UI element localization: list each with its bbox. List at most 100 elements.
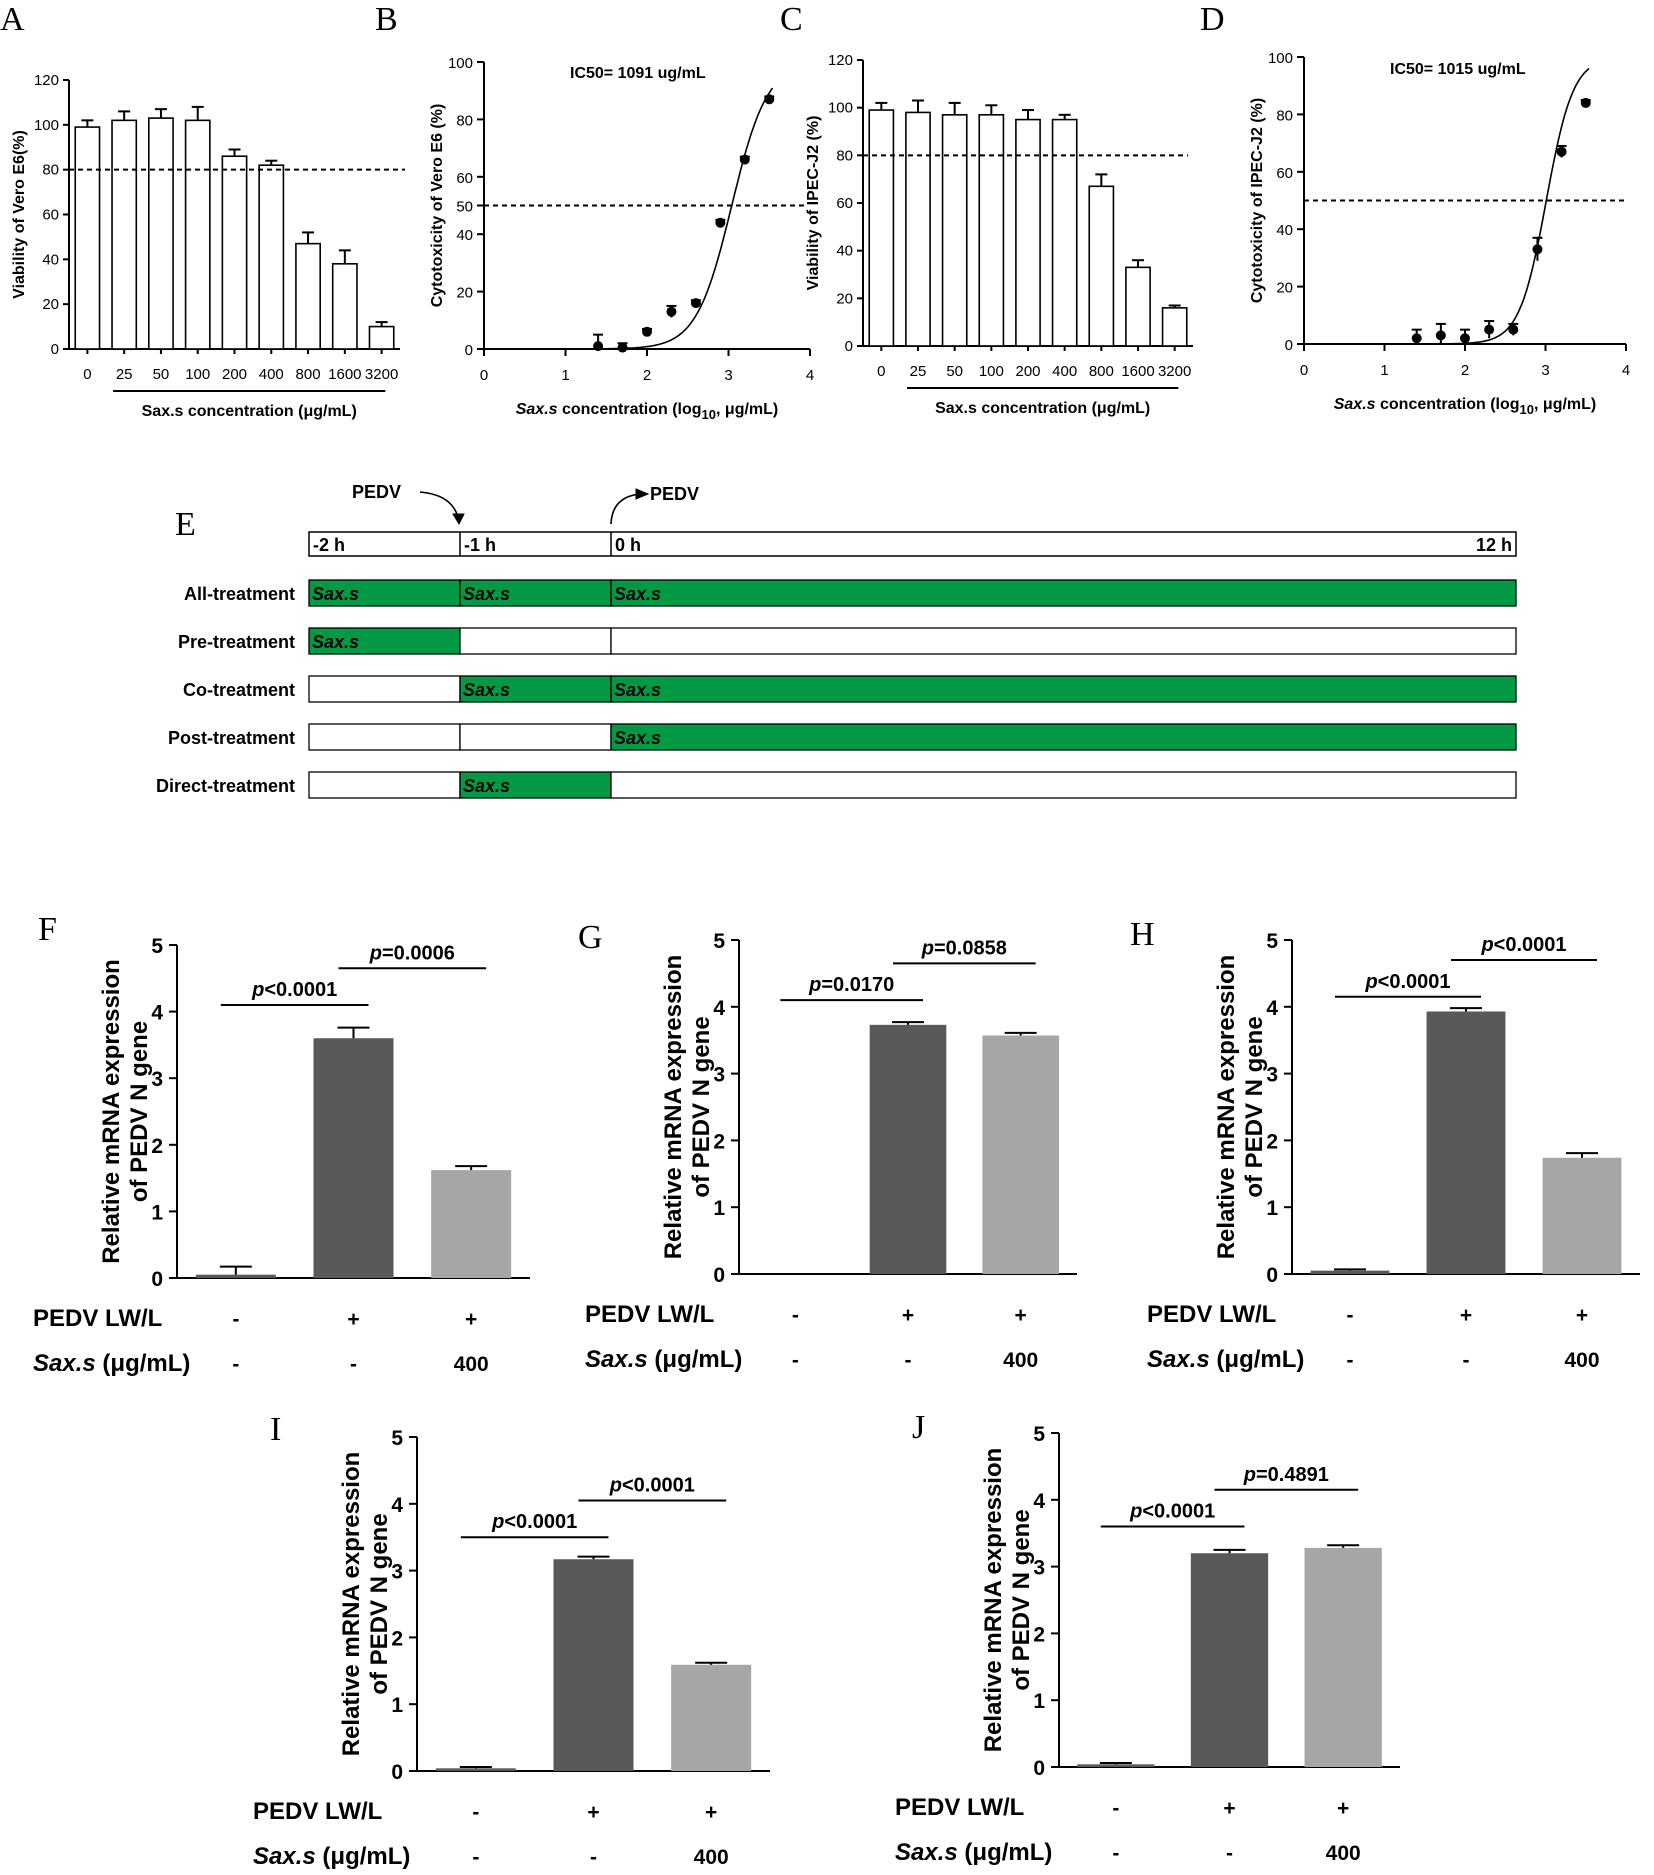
p-value-label: p=0.4891 [1243,1464,1329,1486]
data-point [666,306,677,317]
y-tick-label: 0 [1033,1757,1045,1780]
y-tick-label: 1 [1266,1197,1278,1220]
y-axis-title-line2: of PEDV N gene [126,1021,153,1202]
x-tick-label: 2 [643,367,651,384]
y-tick-label: 40 [42,251,59,268]
row2-value: - [472,1846,479,1869]
row1-value: + [465,1308,477,1331]
p-value-label: p=0.0170 [808,974,894,996]
y-tick-label: 20 [1276,280,1293,297]
bar [1077,1764,1155,1767]
data-point [1532,244,1543,255]
x-tick-label: 200 [1015,363,1040,380]
row2-value: - [1347,1349,1354,1372]
row2-value: 400 [1326,1842,1361,1865]
time-label: -2 h [313,535,345,555]
x-tick-label: 2 [1461,362,1469,379]
data-point [1556,146,1567,157]
bar [982,1035,1059,1274]
y-tick-label: 0 [845,338,853,355]
y-tick-label: 80 [42,162,59,179]
y-tick-label: 0 [465,342,473,359]
y-axis-title: Cytotoxicity of Vero E6 (%) [429,104,446,308]
ic50-annotation: IC50= 1015 ug/mL [1390,61,1526,78]
y-tick-label: 60 [836,195,853,212]
y-axis-title-line1: Relative mRNA expression [338,1452,365,1757]
bar [258,164,285,350]
bar [331,263,358,350]
row1-value: - [1347,1304,1354,1327]
y-tick-label: 5 [391,1427,403,1450]
data-point [593,341,604,352]
segment-label: Sax.s [463,584,510,604]
segment-label: Sax.s [312,584,359,604]
chart-a-vero-viability: 0 20 40 60 80 100 120 0 25 50 100 200 400 800 1600 3200… [11,72,405,420]
row1-value: + [1576,1304,1588,1327]
y-tick-label: 50 [456,199,473,216]
y-tick-label: 120 [34,72,59,89]
y-tick-label: 80 [1276,107,1293,124]
y-tick-label: 1 [1033,1690,1045,1713]
treatment-row-label: Post-treatment [168,728,295,748]
time-label: 0 h [615,535,641,555]
bar [435,1768,516,1771]
row1-value: + [1337,1797,1349,1820]
y-tick-label: 0 [391,1761,403,1784]
row2-value: - [792,1349,799,1372]
row1-value: + [347,1308,359,1331]
y-tick-label: 60 [456,170,473,187]
y-tick-label: 3 [713,1064,725,1087]
y-tick-label: 120 [828,52,853,69]
data-point [1411,333,1422,344]
x-tick-label: 800 [296,366,321,383]
y-axis-title-line1: Relative mRNA expression [98,959,125,1264]
timeline-e-treatment-schedule: -2 h -1 h 0 h 12 h PEDV PEDV All-treatment Sax.… [156,482,1517,799]
y-tick-label: 40 [836,243,853,260]
treatment-segment [308,627,461,655]
treatment-row-label: All-treatment [184,584,295,604]
y-tick-label: 1 [151,1201,163,1224]
data-point [764,94,775,105]
row1-value: + [1015,1304,1027,1327]
row1-value: + [1460,1304,1472,1327]
panel-letter-f: F [38,911,57,948]
y-tick-label: 5 [1266,930,1278,953]
row2-value: 400 [454,1353,489,1376]
data-point [642,326,652,337]
treatment-row-label: Co-treatment [183,680,295,700]
x-tick-label: 0 [877,363,885,380]
treatment-segment [610,771,1517,799]
row1-value: - [472,1801,479,1824]
y-tick-label: 1 [713,1197,725,1220]
x-tick-label: 0 [1300,362,1308,379]
treatment-segment [459,723,612,751]
panel-letter-b: B [375,1,398,38]
x-tick-label: 3200 [1158,363,1191,380]
x-tick-label: 25 [116,366,133,383]
ic50-annotation: IC50= 1091 ug/mL [570,65,706,82]
bar [671,1664,752,1771]
y-tick-label: 3 [391,1561,403,1584]
row1-label: PEDV LW/L [895,1794,1024,1821]
x-axis-title: Sax.s concentration (log10, μg/mL) [1334,396,1597,417]
y-axis-title-line2: of PEDV N gene [1008,1509,1035,1690]
x-tick-label: 100 [185,366,210,383]
x-tick-label: 50 [946,363,963,380]
panel-letter-e: E [175,506,196,543]
x-tick-label: 1 [561,367,569,384]
arrow-out-label: PEDV [650,484,699,504]
p-value-label: p=0.0006 [369,942,455,964]
bar [1304,1547,1382,1767]
data-point [617,342,628,353]
bar [868,109,895,347]
y-axis-title: Cytotoxicity of IPEC-J2 (%) [1249,98,1266,303]
bar [195,1274,276,1278]
row2-value: 400 [1003,1349,1038,1372]
x-tick-label: 100 [979,363,1004,380]
y-tick-label: 0 [151,1268,163,1291]
bar [869,1024,947,1274]
arrow-out-head [635,488,650,500]
arrow-in-label: PEDV [352,482,401,502]
bar [1426,1011,1506,1274]
row2-value: - [350,1353,357,1376]
